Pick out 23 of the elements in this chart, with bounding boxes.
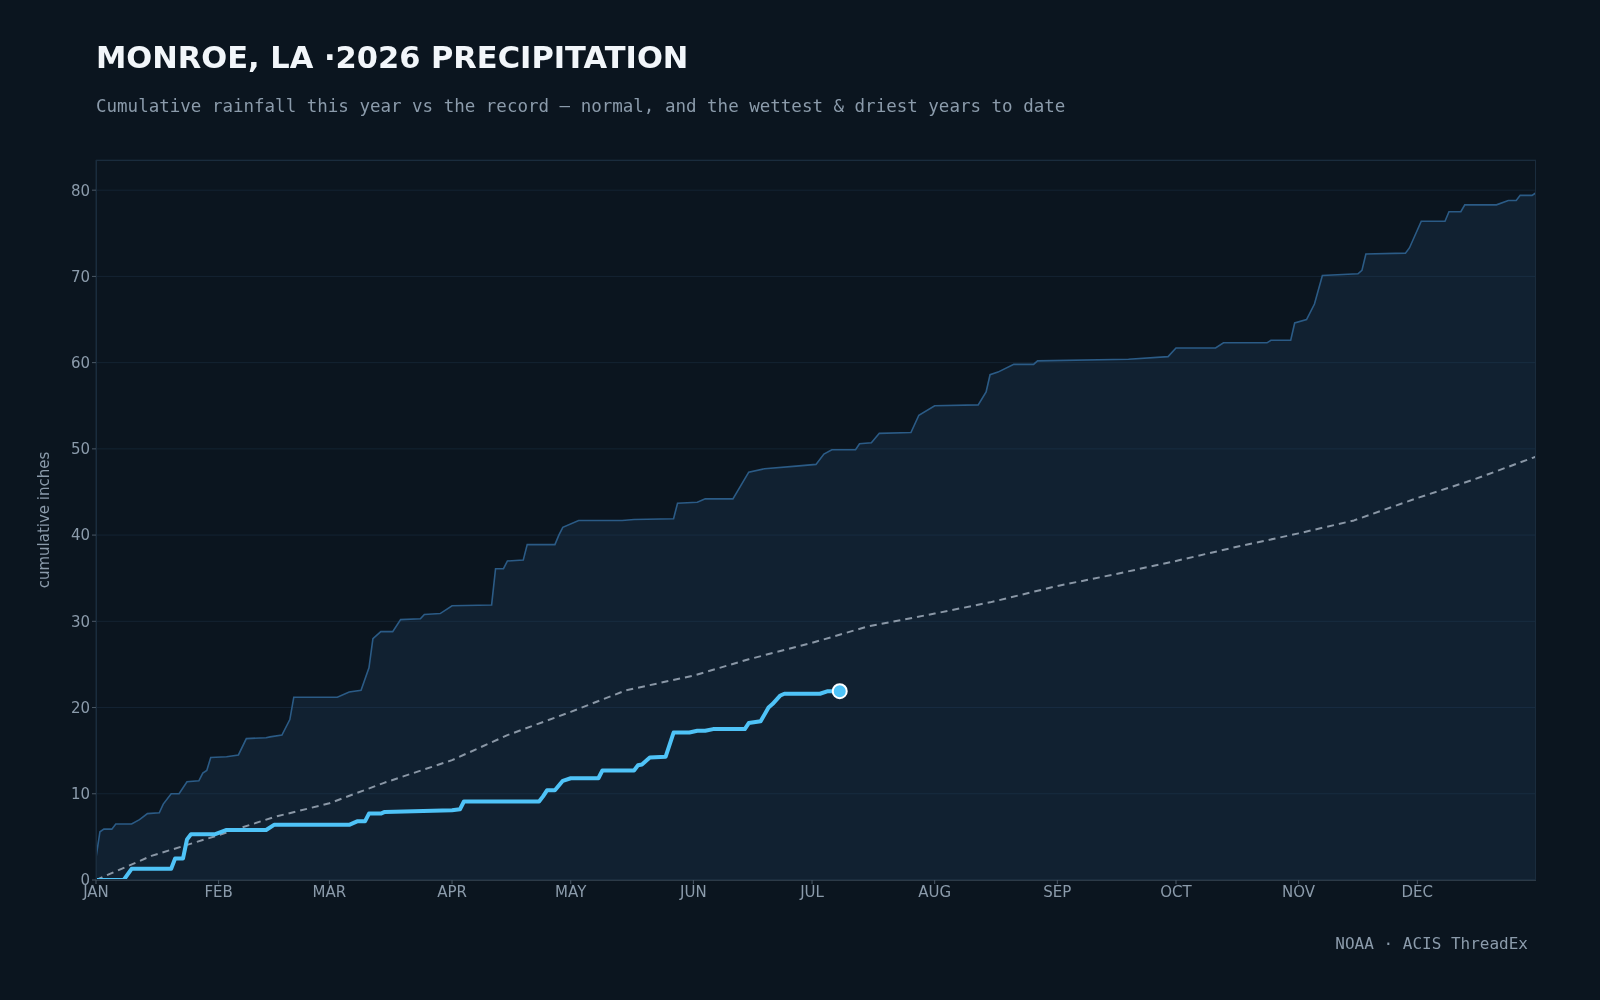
y-tick-label: 70 <box>70 267 90 286</box>
x-tick-label: DEC <box>1401 882 1434 901</box>
x-tick-label: APR <box>437 882 467 901</box>
text: NOAA · ACIS ThreadEx <box>1335 934 1528 953</box>
y-axis-title: cumulative inches <box>35 451 54 589</box>
x-tick-label: NOV <box>1282 882 1316 901</box>
x-tick-label: SEP <box>1043 882 1072 901</box>
x-tick-label: JUL <box>799 882 825 901</box>
chart-subtitle: Cumulative rainfall this year vs the record — normal, and the wettest & driest years to date <box>96 96 1066 116</box>
y-tick-label: 40 <box>70 526 90 545</box>
y-tick-label: 30 <box>70 612 90 631</box>
x-tick-label: JUN <box>679 882 707 901</box>
y-tick-label: 50 <box>70 440 90 459</box>
y-tick-label: 80 <box>70 181 90 200</box>
y-tick-label: 10 <box>70 785 90 804</box>
x-tick-label: OCT <box>1160 882 1193 901</box>
x-tick-label: MAR <box>312 882 347 901</box>
x-tick-label: AUG <box>918 882 952 901</box>
x-tick-label: MAY <box>555 882 588 901</box>
y-tick-label: 20 <box>70 698 90 717</box>
y-tick-label: 60 <box>70 353 90 372</box>
chart-title: MONROE, LA ·2026 PRECIPITATION <box>96 40 689 75</box>
x-tick-label: FEB <box>204 882 233 901</box>
